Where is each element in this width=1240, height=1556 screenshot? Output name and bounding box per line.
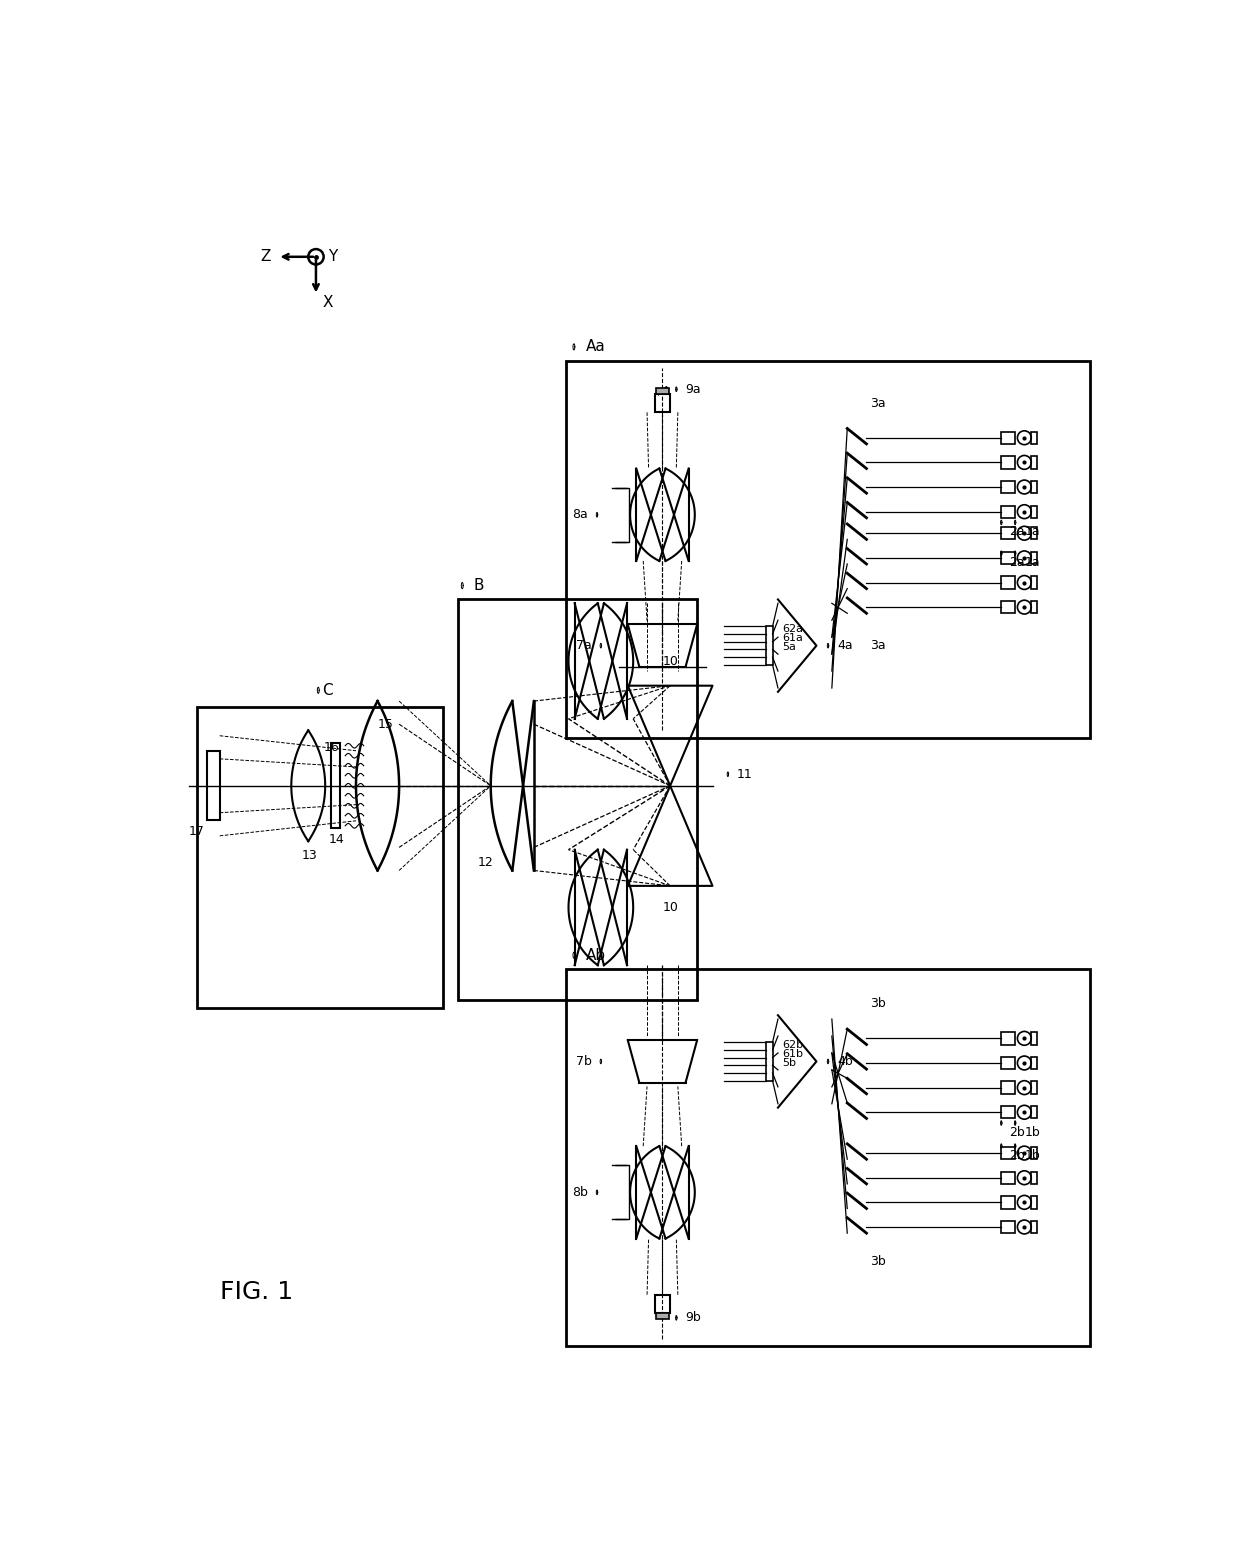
Bar: [1001, 1032, 1016, 1044]
Text: 7a: 7a: [575, 640, 591, 652]
Text: 3b: 3b: [870, 1256, 885, 1268]
Text: 13: 13: [301, 848, 317, 862]
Bar: [656, 387, 668, 394]
Bar: [656, 1313, 668, 1319]
Text: 61b: 61b: [781, 1049, 802, 1058]
Bar: [1001, 1197, 1016, 1209]
Bar: [567, 361, 1090, 738]
Text: 11: 11: [737, 767, 753, 781]
Text: 2b: 2b: [1009, 1148, 1024, 1162]
Bar: [1001, 1081, 1016, 1094]
Text: 9a: 9a: [686, 383, 701, 395]
Bar: [1001, 481, 1016, 493]
Text: 8a: 8a: [572, 509, 588, 521]
Bar: [1001, 601, 1016, 613]
Bar: [1001, 1221, 1016, 1234]
Text: Ab: Ab: [585, 948, 605, 963]
Text: 62b: 62b: [781, 1039, 804, 1049]
Text: 3a: 3a: [870, 397, 885, 409]
Text: Aa: Aa: [585, 339, 605, 355]
Bar: [1001, 527, 1016, 540]
Bar: [1032, 601, 1038, 613]
Text: 15: 15: [377, 717, 393, 731]
Text: Y: Y: [329, 249, 337, 265]
Bar: [766, 1043, 773, 1081]
Text: 7b: 7b: [575, 1055, 591, 1067]
Bar: [197, 708, 443, 1008]
Bar: [1032, 1172, 1038, 1184]
Text: FIG. 1: FIG. 1: [219, 1281, 293, 1304]
Text: B: B: [474, 579, 485, 593]
Bar: [1032, 1197, 1038, 1209]
Text: C: C: [322, 683, 332, 697]
Bar: [1001, 1057, 1016, 1069]
Bar: [1032, 552, 1038, 563]
Text: 9b: 9b: [686, 1312, 702, 1324]
Bar: [1032, 527, 1038, 540]
Bar: [1032, 431, 1038, 443]
Bar: [1001, 552, 1016, 563]
Text: 5a: 5a: [781, 643, 796, 652]
Bar: [1032, 506, 1038, 518]
Text: 8b: 8b: [572, 1186, 588, 1198]
Text: 1a: 1a: [1024, 555, 1040, 569]
Text: 16: 16: [324, 741, 340, 753]
Bar: [1032, 576, 1038, 588]
Text: 3b: 3b: [870, 997, 885, 1010]
Bar: [1032, 1147, 1038, 1159]
Text: 3a: 3a: [870, 640, 885, 652]
Bar: [1032, 1057, 1038, 1069]
Bar: [1032, 1032, 1038, 1044]
Bar: [655, 394, 670, 412]
Bar: [766, 627, 773, 664]
Text: 61a: 61a: [781, 633, 802, 643]
Bar: [1032, 456, 1038, 468]
Text: 2b: 2b: [1009, 1127, 1024, 1139]
Text: 1a: 1a: [1024, 526, 1040, 538]
Bar: [1001, 1147, 1016, 1159]
Bar: [1032, 1106, 1038, 1119]
Text: 4a: 4a: [837, 640, 853, 652]
Bar: [1001, 456, 1016, 468]
Text: 2a: 2a: [1009, 555, 1024, 569]
Bar: [331, 744, 340, 828]
Bar: [655, 1295, 670, 1313]
Text: 2a: 2a: [1009, 526, 1024, 538]
Text: 12: 12: [477, 856, 494, 870]
Bar: [207, 752, 219, 820]
Bar: [1032, 1081, 1038, 1094]
Bar: [567, 969, 1090, 1346]
Text: Z: Z: [260, 249, 272, 265]
Text: 1b: 1b: [1024, 1148, 1040, 1162]
Bar: [1001, 1172, 1016, 1184]
Text: 5b: 5b: [781, 1058, 796, 1067]
Bar: [1001, 576, 1016, 588]
Text: X: X: [322, 296, 332, 311]
Bar: [1001, 431, 1016, 443]
Text: 10: 10: [662, 901, 678, 913]
Text: 62a: 62a: [781, 624, 802, 633]
Bar: [1001, 1106, 1016, 1119]
Bar: [1032, 481, 1038, 493]
Bar: [1001, 506, 1016, 518]
Text: 14: 14: [329, 832, 345, 846]
Text: 10: 10: [662, 655, 678, 668]
Bar: [459, 599, 697, 1001]
Text: 1b: 1b: [1024, 1127, 1040, 1139]
Text: 17: 17: [188, 826, 205, 839]
Bar: [1032, 1221, 1038, 1234]
Text: 4b: 4b: [837, 1055, 853, 1067]
